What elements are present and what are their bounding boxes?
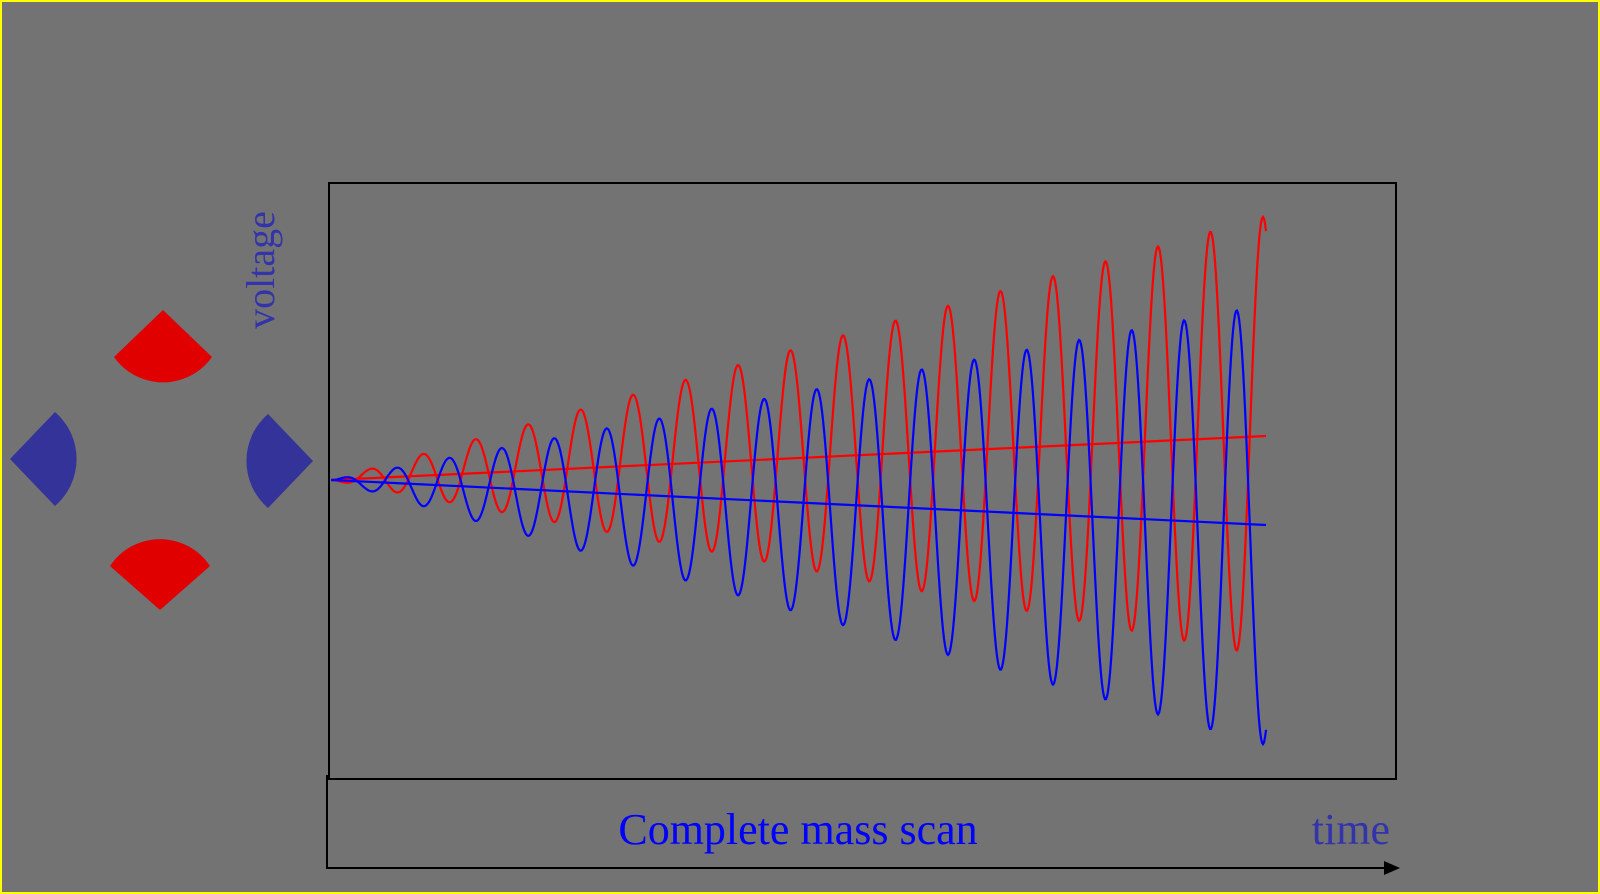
electrode-left bbox=[10, 412, 77, 506]
rf-wave-blue-dc bbox=[330, 478, 1267, 527]
electrode-bottom bbox=[110, 539, 210, 610]
rf-wave-red bbox=[331, 214, 1268, 652]
waveforms bbox=[330, 214, 1268, 747]
time-axis-arrow bbox=[1384, 861, 1400, 875]
plot-frame bbox=[328, 182, 1397, 780]
scan-label: Complete mass scan bbox=[618, 805, 977, 854]
electrode-right bbox=[246, 414, 313, 508]
rf-wave-blue bbox=[331, 308, 1268, 747]
x-axis-label: time bbox=[1312, 805, 1390, 854]
rf-wave-red-dc bbox=[330, 434, 1267, 482]
electrode-top bbox=[114, 310, 212, 383]
time-axis bbox=[326, 775, 1386, 869]
y-axis-label: voltage bbox=[238, 211, 283, 329]
